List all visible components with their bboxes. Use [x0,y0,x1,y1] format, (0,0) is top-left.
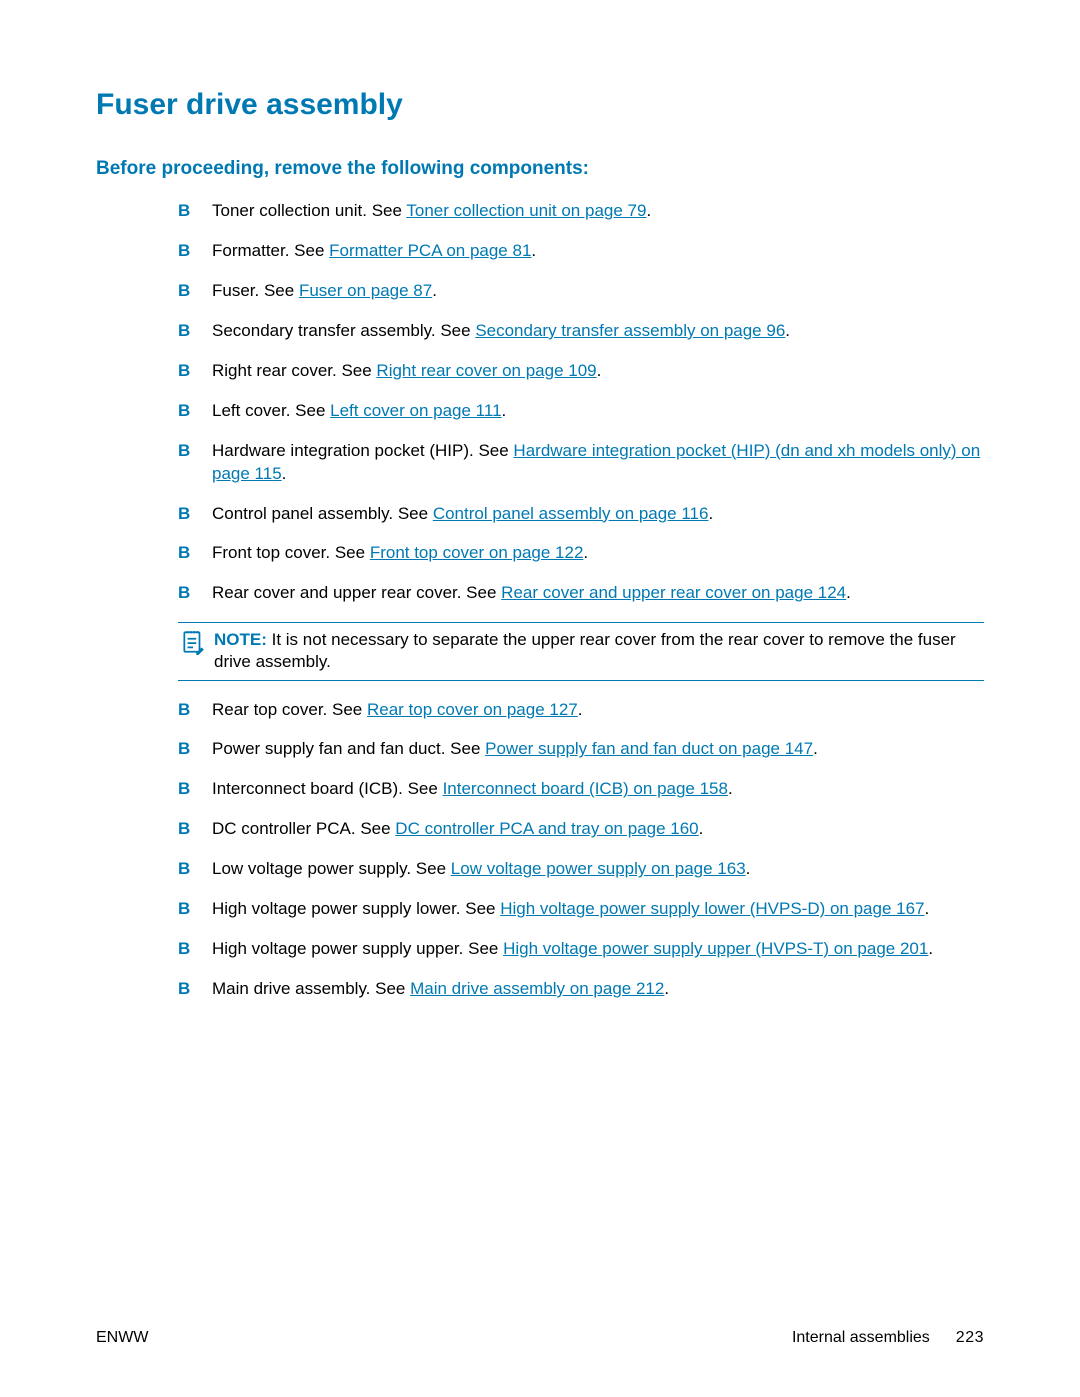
list-item: Power supply fan and fan duct. See Power… [178,738,984,761]
list-item-prefix: Toner collection unit. See [212,201,406,220]
footer-right: Internal assemblies 223 [792,1329,984,1347]
list-item-suffix: . [432,281,437,300]
page-title: Fuser drive assembly [96,88,984,122]
list-item-prefix: DC controller PCA. See [212,819,395,838]
list-item: Rear top cover. See Rear top cover on pa… [178,699,984,722]
footer-page-number: 223 [956,1329,984,1347]
page-container: Fuser drive assembly Before proceeding, … [0,0,1080,1397]
cross-reference-link[interactable]: Right rear cover on page 109 [376,361,596,380]
list-item-suffix: . [664,979,669,998]
list-item: High voltage power supply lower. See Hig… [178,898,984,921]
cross-reference-link[interactable]: Left cover on page 111 [330,401,501,420]
page-footer: ENWW Internal assemblies 223 [96,1329,984,1347]
list-item-prefix: Formatter. See [212,241,329,260]
cross-reference-link[interactable]: High voltage power supply upper (HVPS-T)… [503,939,928,958]
list-item-suffix: . [846,583,851,602]
list-item-prefix: Low voltage power supply. See [212,859,451,878]
list-item-suffix: . [502,401,507,420]
list-item-prefix: Power supply fan and fan duct. See [212,739,485,758]
cross-reference-link[interactable]: High voltage power supply lower (HVPS-D)… [500,899,924,918]
list-item: Fuser. See Fuser on page 87. [178,280,984,303]
list-item: Hardware integration pocket (HIP). See H… [178,440,984,486]
list-item-suffix: . [282,464,287,483]
note-box: NOTE: It is not necessary to separate th… [178,622,984,680]
list-item-prefix: Main drive assembly. See [212,979,410,998]
list-item-prefix: Left cover. See [212,401,330,420]
list-item-suffix: . [746,859,751,878]
cross-reference-link[interactable]: Fuser on page 87 [299,281,432,300]
list-item-suffix: . [785,321,790,340]
cross-reference-link[interactable]: Power supply fan and fan duct on page 14… [485,739,813,758]
list-item-suffix: . [728,779,733,798]
list-item-prefix: Fuser. See [212,281,299,300]
list-item: Secondary transfer assembly. See Seconda… [178,320,984,343]
cross-reference-link[interactable]: DC controller PCA and tray on page 160 [395,819,698,838]
cross-reference-link[interactable]: Toner collection unit on page 79 [406,201,646,220]
list-item-prefix: High voltage power supply lower. See [212,899,500,918]
cross-reference-link[interactable]: Main drive assembly on page 212 [410,979,664,998]
list-item: Formatter. See Formatter PCA on page 81. [178,240,984,263]
list-item: Right rear cover. See Right rear cover o… [178,360,984,383]
list-item-prefix: Rear cover and upper rear cover. See [212,583,501,602]
list-item-suffix: . [813,739,818,758]
section-subheading: Before proceeding, remove the following … [96,158,984,180]
list-item-prefix: Rear top cover. See [212,700,367,719]
list-item: DC controller PCA. See DC controller PCA… [178,818,984,841]
list-item-note-wrapper: NOTE: It is not necessary to separate th… [178,622,984,680]
note-text: It is not necessary to separate the uppe… [214,630,956,671]
list-item-suffix: . [597,361,602,380]
cross-reference-link[interactable]: Formatter PCA on page 81 [329,241,531,260]
note-label: NOTE: [214,630,267,649]
list-item-suffix: . [578,700,583,719]
cross-reference-link[interactable]: Low voltage power supply on page 163 [451,859,746,878]
cross-reference-link[interactable]: Interconnect board (ICB) on page 158 [443,779,728,798]
list-item-prefix: Hardware integration pocket (HIP). See [212,441,513,460]
list-item-suffix: . [531,241,536,260]
cross-reference-link[interactable]: Front top cover on page 122 [370,543,584,562]
list-item: Low voltage power supply. See Low voltag… [178,858,984,881]
list-item-prefix: Control panel assembly. See [212,504,433,523]
list-item-suffix: . [925,899,930,918]
list-item: Main drive assembly. See Main drive asse… [178,978,984,1001]
list-item: Interconnect board (ICB). See Interconne… [178,778,984,801]
list-item-suffix: . [699,819,704,838]
list-item-prefix: Secondary transfer assembly. See [212,321,475,340]
list-item-suffix: . [646,201,651,220]
list-item-prefix: High voltage power supply upper. See [212,939,503,958]
footer-left: ENWW [96,1329,148,1347]
list-item-prefix: Interconnect board (ICB). See [212,779,443,798]
footer-section: Internal assemblies [792,1329,930,1347]
list-item: Front top cover. See Front top cover on … [178,542,984,565]
list-item: Toner collection unit. See Toner collect… [178,200,984,223]
list-item-suffix: . [583,543,588,562]
list-item: Rear cover and upper rear cover. See Rea… [178,582,984,605]
component-removal-list: Toner collection unit. See Toner collect… [178,200,984,1001]
cross-reference-link[interactable]: Control panel assembly on page 116 [433,504,709,523]
list-item-prefix: Right rear cover. See [212,361,376,380]
list-item-suffix: . [708,504,713,523]
list-item: Left cover. See Left cover on page 111. [178,400,984,423]
cross-reference-link[interactable]: Rear cover and upper rear cover on page … [501,583,846,602]
list-item: High voltage power supply upper. See Hig… [178,938,984,961]
cross-reference-link[interactable]: Secondary transfer assembly on page 96 [475,321,785,340]
list-item-prefix: Front top cover. See [212,543,370,562]
list-item: Control panel assembly. See Control pane… [178,503,984,526]
cross-reference-link[interactable]: Rear top cover on page 127 [367,700,578,719]
note-icon [180,629,206,655]
list-item-suffix: . [928,939,933,958]
